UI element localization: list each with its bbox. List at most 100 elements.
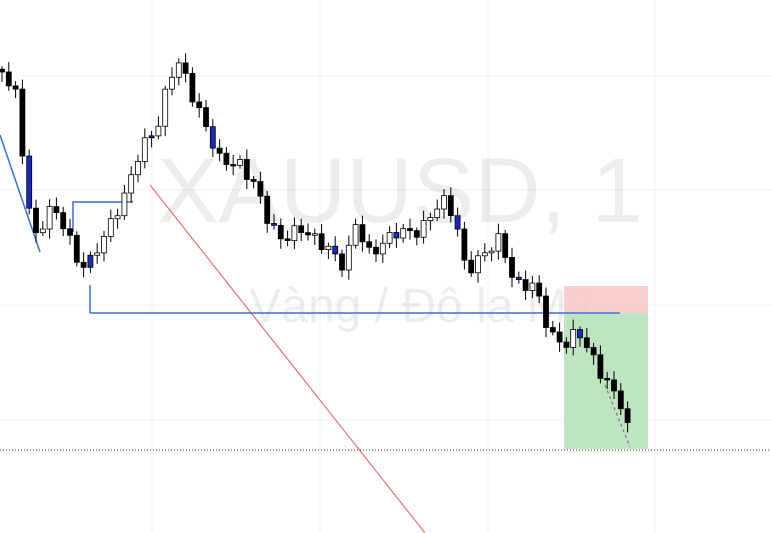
candle-body	[502, 233, 509, 258]
candle-body	[305, 232, 311, 236]
trend-line	[149, 184, 426, 533]
candle-body	[529, 282, 536, 291]
candle-body	[94, 252, 101, 256]
candle-body	[230, 164, 237, 167]
candle-body	[26, 155, 33, 209]
candle-body	[53, 206, 60, 214]
candle-body	[257, 181, 264, 197]
candle-body	[216, 147, 223, 154]
level-line	[72, 201, 133, 232]
candle-body	[243, 159, 250, 180]
candle-body	[570, 329, 577, 348]
candle-body	[311, 233, 318, 236]
candle-body	[339, 253, 345, 271]
candle-body	[189, 72, 196, 103]
candle-body	[128, 174, 135, 194]
candle-body	[454, 215, 461, 230]
candle-body	[169, 76, 175, 90]
candle-body	[155, 125, 162, 137]
candle-body	[549, 327, 556, 333]
candle-body	[277, 224, 284, 240]
candle-body	[67, 228, 73, 236]
candle-body	[46, 206, 53, 230]
watermark-symbol: XAUUSD, 1	[157, 140, 643, 242]
candle-body	[495, 233, 502, 252]
candle-body	[522, 279, 529, 291]
candles	[0, 53, 631, 433]
candle-body	[509, 257, 515, 278]
candle-body	[0, 68, 5, 73]
candle-body	[196, 101, 203, 109]
candle-body	[515, 276, 522, 280]
candle-body	[148, 135, 155, 139]
candle-body	[5, 71, 12, 87]
candle-body	[12, 85, 19, 90]
candle-body	[563, 341, 570, 348]
candle-body	[590, 347, 597, 356]
candle-body	[583, 337, 590, 348]
projection-line	[604, 384, 631, 448]
candle-body	[87, 254, 94, 268]
candle-body	[359, 224, 366, 243]
candle-body	[60, 212, 67, 230]
candle-body	[39, 228, 46, 234]
candle-body	[447, 195, 454, 217]
candle-body	[604, 378, 611, 381]
candle-body	[114, 215, 121, 220]
candle-body	[556, 331, 563, 343]
candle-body	[107, 218, 114, 237]
candle-body	[223, 152, 230, 165]
candle-body	[298, 225, 305, 234]
candle-body	[33, 207, 39, 234]
candle-body	[577, 329, 583, 339]
candle-body	[543, 295, 549, 328]
candle-body	[101, 236, 107, 254]
candle-body	[162, 88, 169, 127]
candle-body	[203, 107, 209, 128]
candle-body	[475, 255, 481, 274]
candle-body	[624, 408, 631, 423]
candle-body	[250, 179, 257, 182]
candle-body	[366, 241, 373, 248]
candle-body	[434, 208, 441, 219]
candle-body	[237, 159, 243, 166]
candle-body	[121, 192, 128, 217]
candle-body	[209, 126, 216, 149]
candle-body	[325, 245, 332, 250]
candle-body	[175, 62, 182, 78]
candle-body	[413, 230, 420, 238]
candle-body	[611, 379, 617, 392]
candle-body	[345, 244, 352, 271]
candle-body	[373, 246, 379, 255]
candle-body	[318, 233, 325, 250]
candle-body	[400, 228, 407, 239]
candle-body	[468, 259, 475, 274]
candle-body	[617, 390, 624, 410]
candle-body	[271, 223, 277, 226]
candle-body	[393, 232, 400, 239]
candle-body	[352, 224, 359, 246]
candle-body	[441, 195, 447, 210]
candle-body	[141, 137, 148, 162]
candle-body	[284, 238, 291, 241]
candle-body	[379, 242, 386, 255]
candle-body	[597, 354, 604, 379]
take-profit-zone	[564, 313, 648, 449]
candle-body	[291, 225, 298, 241]
candle-body	[264, 195, 271, 224]
candle-body	[80, 261, 87, 268]
candle-body	[135, 161, 141, 176]
candle-body	[536, 282, 543, 297]
candle-body	[73, 234, 80, 263]
stop-loss-zone	[564, 286, 648, 313]
candle-body	[461, 228, 468, 261]
candle-body	[19, 88, 26, 157]
candle-body	[182, 62, 189, 74]
candle-body	[488, 250, 495, 254]
candle-body	[407, 228, 413, 232]
candle-body	[420, 220, 427, 238]
candle-body	[427, 217, 434, 221]
